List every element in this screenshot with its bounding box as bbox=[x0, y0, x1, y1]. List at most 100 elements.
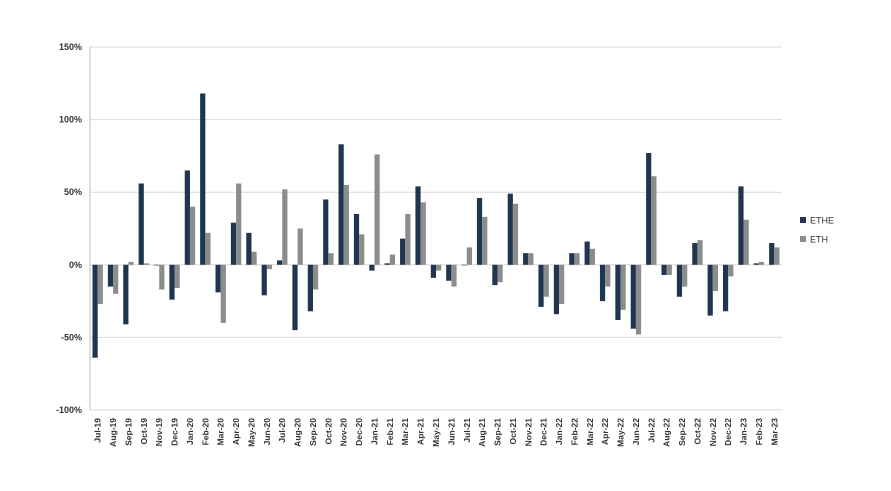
x-tick-label: Jan-20 bbox=[185, 418, 195, 445]
bar-eth-sep-19 bbox=[128, 261, 134, 265]
bar-ethe-apr-20 bbox=[230, 222, 237, 265]
bar-eth-aug-21 bbox=[482, 216, 488, 265]
bar-eth-feb-21 bbox=[389, 254, 396, 265]
bar-eth-apr-21 bbox=[420, 202, 426, 265]
bar-ethe-feb-22 bbox=[569, 253, 575, 265]
bar-eth-apr-22 bbox=[605, 264, 611, 287]
x-tick-label: Aug-22 bbox=[662, 418, 672, 447]
x-tick-label: Aug-21 bbox=[477, 418, 487, 447]
x-tick-label: Sep-22 bbox=[677, 418, 687, 446]
y-tick-label: 150% bbox=[59, 42, 82, 52]
bar-eth-feb-23 bbox=[758, 261, 765, 265]
bar-ethe-sep-20 bbox=[307, 264, 313, 312]
bar-ethe-dec-19 bbox=[169, 264, 175, 300]
x-tick-label: May-22 bbox=[616, 418, 626, 447]
bar-eth-mar-22 bbox=[589, 248, 595, 265]
bar-eth-apr-20 bbox=[236, 183, 242, 265]
x-tick-label: Aug-20 bbox=[293, 418, 303, 447]
bar-ethe-oct-21 bbox=[507, 193, 513, 265]
bar-eth-jul-22 bbox=[651, 176, 657, 265]
bar-ethe-jul-19 bbox=[92, 264, 98, 358]
y-axis-ticks: 150% 100% 50% 0% -50% -100% bbox=[56, 42, 82, 415]
y-tick-label: 50% bbox=[64, 187, 82, 197]
bar-eth-dec-21 bbox=[543, 264, 549, 297]
bar-eth-may-21 bbox=[436, 264, 442, 271]
bar-ethe-nov-19 bbox=[154, 264, 160, 266]
x-tick-label: Sep-20 bbox=[308, 418, 318, 446]
bar-eth-jan-22 bbox=[559, 264, 565, 305]
bar-eth-jan-20 bbox=[189, 206, 196, 265]
bar-eth-aug-19 bbox=[113, 264, 119, 294]
legend-label-ethe: ETHE bbox=[810, 216, 834, 226]
bar-eth-jan-21 bbox=[374, 154, 380, 265]
x-tick-label: Apr-22 bbox=[600, 418, 610, 445]
bar-ethe-sep-21 bbox=[492, 264, 498, 286]
bar-eth-feb-22 bbox=[574, 253, 580, 265]
bar-eth-dec-20 bbox=[359, 234, 365, 265]
x-tick-label: Dec-21 bbox=[539, 418, 549, 446]
bar-ethe-jan-21 bbox=[369, 264, 375, 271]
bar-eth-jun-20 bbox=[266, 264, 273, 270]
bar-ethe-apr-21 bbox=[415, 186, 421, 265]
bar-ethe-jan-20 bbox=[184, 170, 190, 265]
bar-ethe-feb-23 bbox=[753, 263, 759, 265]
bar-eth-oct-19 bbox=[143, 263, 150, 265]
x-tick-label: Jul-22 bbox=[646, 418, 656, 443]
legend-label-eth: ETH bbox=[810, 235, 828, 245]
bar-eth-jul-21 bbox=[466, 247, 472, 265]
y-tick-label: -50% bbox=[61, 332, 82, 342]
x-tick-label: Feb-23 bbox=[754, 418, 764, 446]
x-tick-label: Mar-22 bbox=[585, 418, 595, 446]
bar-ethe-sep-22 bbox=[676, 264, 683, 297]
x-tick-label: Nov-21 bbox=[523, 418, 533, 447]
bar-ethe-jan-23 bbox=[738, 186, 744, 265]
bar-ethe-sep-19 bbox=[123, 264, 129, 325]
x-tick-label: Nov-22 bbox=[708, 418, 718, 447]
x-axis-ticks: Jul-19 Aug-19 Sep-19 Oct-19 Nov-19 Dec-19 Jan-… bbox=[93, 418, 780, 447]
x-tick-label: Feb-21 bbox=[385, 418, 395, 446]
bar-eth-aug-22 bbox=[666, 264, 672, 275]
bar-ethe-oct-22 bbox=[692, 243, 698, 265]
bar-eth-nov-22 bbox=[712, 264, 718, 291]
bar-ethe-oct-19 bbox=[138, 183, 144, 265]
x-tick-label: Dec-19 bbox=[170, 418, 180, 446]
x-tick-label: Nov-19 bbox=[154, 418, 164, 447]
bar-ethe-aug-22 bbox=[661, 264, 667, 275]
x-tick-label: Jul-20 bbox=[277, 418, 287, 443]
bar-ethe-mar-21 bbox=[400, 238, 406, 265]
x-tick-label: Jan-23 bbox=[739, 418, 749, 445]
bar-eth-jun-22 bbox=[635, 264, 642, 335]
x-tick-label: Apr-21 bbox=[416, 418, 426, 445]
bar-ethe-aug-19 bbox=[107, 264, 114, 287]
bar-eth-jul-20 bbox=[282, 189, 288, 265]
x-tick-label: Jun-21 bbox=[446, 418, 456, 446]
bar-ethe-nov-21 bbox=[523, 253, 529, 265]
bar-eth-oct-20 bbox=[328, 253, 334, 265]
bar-eth-mar-21 bbox=[405, 213, 411, 265]
bar-ethe-oct-20 bbox=[323, 199, 329, 265]
bar-eth-feb-20 bbox=[205, 232, 211, 265]
x-tick-label: Aug-19 bbox=[108, 418, 118, 447]
bar-ethe-feb-20 bbox=[200, 93, 206, 265]
bar-ethe-jun-20 bbox=[261, 264, 267, 296]
bar-eth-sep-21 bbox=[497, 264, 503, 283]
legend-item-eth: ETH bbox=[800, 235, 828, 245]
bar-eth-oct-21 bbox=[512, 203, 519, 265]
legend-swatch-eth bbox=[800, 236, 806, 242]
bar-ethe-jul-20 bbox=[277, 260, 283, 265]
bar-ethe-jun-21 bbox=[446, 264, 452, 281]
bar-ethe-mar-22 bbox=[584, 241, 590, 265]
bar-ethe-dec-20 bbox=[353, 213, 360, 265]
bar-eth-aug-20 bbox=[297, 228, 303, 265]
x-tick-label: Mar-21 bbox=[400, 418, 410, 446]
bar-eth-nov-20 bbox=[343, 184, 349, 265]
bar-ethe-mar-20 bbox=[215, 264, 221, 293]
x-tick-label: Jul-19 bbox=[93, 418, 103, 443]
y-tick-label: 0% bbox=[69, 260, 82, 270]
x-tick-label: Sep-19 bbox=[123, 418, 133, 446]
x-tick-label: Oct-19 bbox=[139, 418, 149, 445]
legend-swatch-ethe bbox=[800, 217, 806, 223]
bar-ethe-jul-21 bbox=[461, 264, 467, 266]
bar-eth-sep-20 bbox=[312, 264, 319, 290]
